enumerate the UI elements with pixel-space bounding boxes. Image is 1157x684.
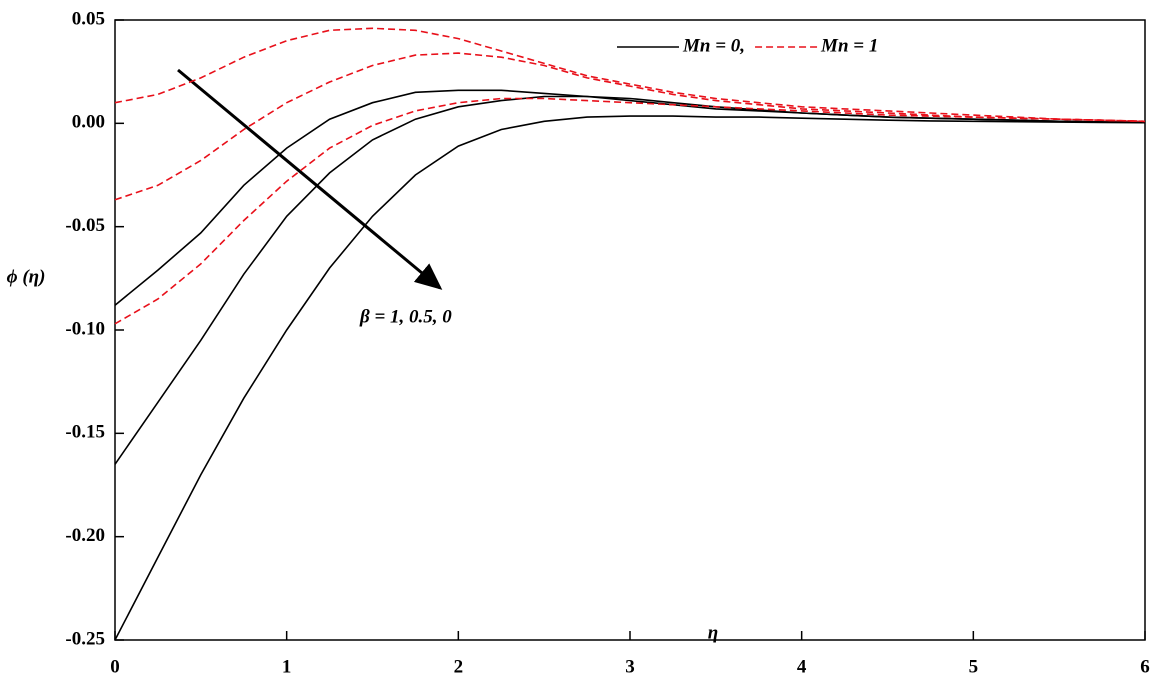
y-tick-label: 0.00 — [72, 112, 105, 133]
y-tick-label: -0.05 — [65, 215, 105, 236]
x-tick-label: 0 — [110, 656, 120, 677]
x-tick-label: 4 — [797, 656, 807, 677]
line — [115, 99, 1145, 324]
y-tick-label: -0.10 — [65, 318, 105, 339]
line — [115, 116, 1145, 640]
x-tick-label: 1 — [282, 656, 292, 677]
x-axis-label: η — [708, 622, 718, 643]
y-axis-label: ϕ (η) — [7, 266, 46, 287]
y-tick-label: 0.05 — [72, 8, 105, 29]
y-tick-label: -0.15 — [65, 422, 105, 443]
y-tick-label: -0.20 — [65, 525, 105, 546]
line — [115, 28, 1145, 121]
x-tick-label: 6 — [1140, 656, 1150, 677]
line — [115, 97, 1145, 465]
legend-label: Mn = 1 — [820, 35, 878, 56]
line — [115, 53, 1145, 200]
x-tick-label: 5 — [969, 656, 979, 677]
legend-label: Mn = 0, — [682, 35, 745, 56]
chart: β = 1, 0.5, 0 ϕ (η) η -0.25 -0.20 -0.15 -0.… — [0, 0, 1157, 684]
annotation: β = 1, 0.5, 0 — [359, 306, 452, 327]
y-tick-label: -0.25 — [65, 628, 105, 649]
arrow — [178, 70, 440, 288]
x-tick-label: 2 — [454, 656, 464, 677]
x-tick-label: 3 — [625, 656, 635, 677]
